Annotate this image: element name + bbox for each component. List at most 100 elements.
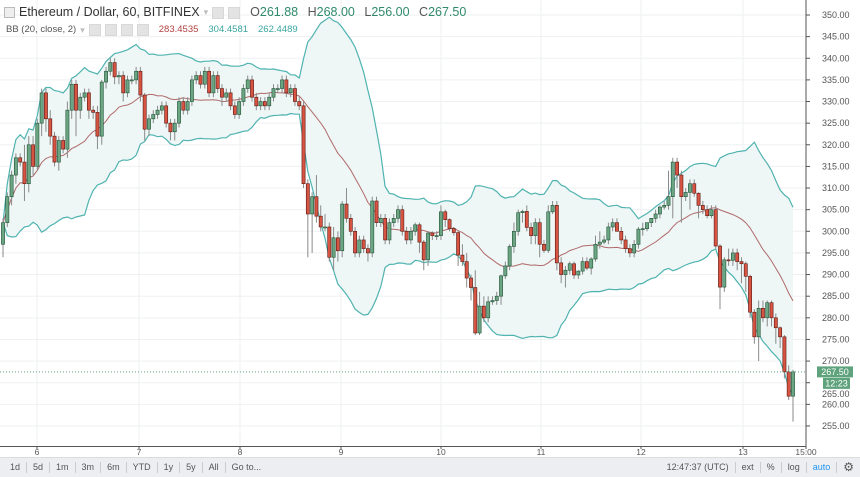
candle — [752, 309, 757, 344]
candle — [387, 218, 392, 245]
bottom-toolbar: 1d 5d 1m 3m 6m YTD 1y 5y All Go to... 12… — [0, 457, 860, 477]
range-1y[interactable]: 1y — [158, 462, 181, 473]
candle-body — [456, 232, 461, 256]
clock[interactable]: 12:47:37 (UTC) — [661, 462, 736, 473]
candle — [400, 205, 405, 236]
candle-body — [623, 239, 628, 249]
range-5y[interactable]: 5y — [180, 462, 203, 473]
auto-toggle[interactable]: auto — [807, 462, 838, 473]
candle-body — [473, 287, 478, 334]
candle — [640, 222, 645, 236]
plus-icon[interactable] — [120, 24, 133, 36]
range-all[interactable]: All — [203, 462, 226, 473]
chevron-down-icon[interactable]: ▾ — [80, 25, 85, 35]
candle — [18, 153, 23, 167]
y-tick-label: 325.00 — [822, 118, 850, 128]
eye-icon[interactable] — [212, 6, 225, 19]
candle — [615, 218, 619, 232]
candle-body — [310, 196, 315, 215]
low-value: 256.00 — [371, 5, 410, 19]
candle-body — [559, 262, 564, 275]
candle-body — [220, 88, 224, 98]
candle-body — [576, 270, 581, 276]
range-3m[interactable]: 3m — [76, 462, 102, 473]
goto-button[interactable]: Go to... — [231, 462, 262, 472]
candle — [1, 218, 5, 258]
y-tick-label: 330.00 — [822, 97, 850, 107]
candle-body — [69, 83, 74, 111]
candle-body — [361, 239, 366, 249]
candle — [104, 66, 108, 89]
ext-toggle[interactable]: ext — [736, 462, 761, 473]
candle — [344, 188, 349, 223]
range-6m[interactable]: 6m — [101, 462, 127, 473]
candle — [632, 239, 637, 258]
time-axis[interactable]: 6 7 8 9 10 11 12 13 15:00 — [35, 446, 817, 457]
candle — [353, 226, 357, 258]
indicator-title[interactable]: BB (20, close, 2) — [6, 24, 77, 35]
candle-body — [593, 243, 598, 260]
candle-body — [516, 212, 521, 232]
y-tick-label: 350.00 — [822, 10, 850, 20]
candle — [69, 79, 74, 119]
range-ytd[interactable]: YTD — [127, 462, 158, 473]
symbol-title[interactable]: Ethereum / Dollar, 60, BITFINEX — [19, 5, 200, 19]
eye-icon[interactable] — [88, 24, 101, 36]
candle — [507, 244, 512, 271]
candle-body — [370, 200, 375, 254]
candle-body — [443, 211, 448, 220]
candle — [168, 118, 173, 141]
chevron-down-icon[interactable]: ▾ — [203, 7, 209, 17]
log-toggle[interactable]: log — [782, 462, 807, 473]
candle — [164, 101, 169, 128]
candle — [709, 205, 714, 219]
candle — [563, 265, 568, 288]
candle-body — [142, 94, 147, 130]
candle-body — [172, 122, 177, 133]
candle-body — [99, 81, 104, 137]
candle-body — [52, 135, 57, 163]
candle — [756, 300, 761, 362]
candle-body — [718, 245, 722, 288]
candle-body — [164, 105, 169, 124]
candle-body — [692, 183, 697, 194]
candle — [765, 300, 770, 327]
candle-body — [705, 209, 710, 217]
gear-icon[interactable]: ⚙ — [843, 460, 854, 474]
candle — [258, 97, 263, 111]
candle — [662, 201, 667, 210]
x-tick-label: 9 — [339, 447, 344, 457]
candle-body — [709, 209, 714, 217]
candle-body — [1, 222, 5, 245]
candle — [99, 79, 104, 145]
candle-body — [554, 205, 559, 264]
candle — [172, 118, 177, 141]
range-1m[interactable]: 1m — [50, 462, 76, 473]
range-1d[interactable]: 1d — [4, 462, 28, 473]
candle — [713, 205, 718, 249]
candle — [177, 97, 181, 128]
percent-toggle[interactable]: % — [761, 462, 782, 473]
candle — [619, 226, 624, 245]
candle — [138, 66, 143, 102]
candle — [245, 75, 250, 93]
candle — [155, 105, 160, 119]
candle — [666, 170, 671, 210]
collapse-icon[interactable] — [4, 7, 15, 18]
candle-body — [267, 96, 272, 107]
gear-icon[interactable] — [228, 6, 241, 19]
candle-body — [181, 101, 186, 111]
candle-body — [636, 228, 641, 245]
candle — [129, 75, 134, 85]
candle — [645, 222, 649, 232]
close-icon[interactable] — [136, 24, 149, 36]
candle-body — [194, 75, 199, 81]
candle-body — [151, 114, 156, 120]
candle-body — [44, 92, 48, 120]
candle — [86, 88, 91, 119]
range-5d[interactable]: 5d — [27, 462, 51, 473]
candle-body — [640, 228, 645, 231]
gear-icon[interactable] — [104, 24, 117, 36]
